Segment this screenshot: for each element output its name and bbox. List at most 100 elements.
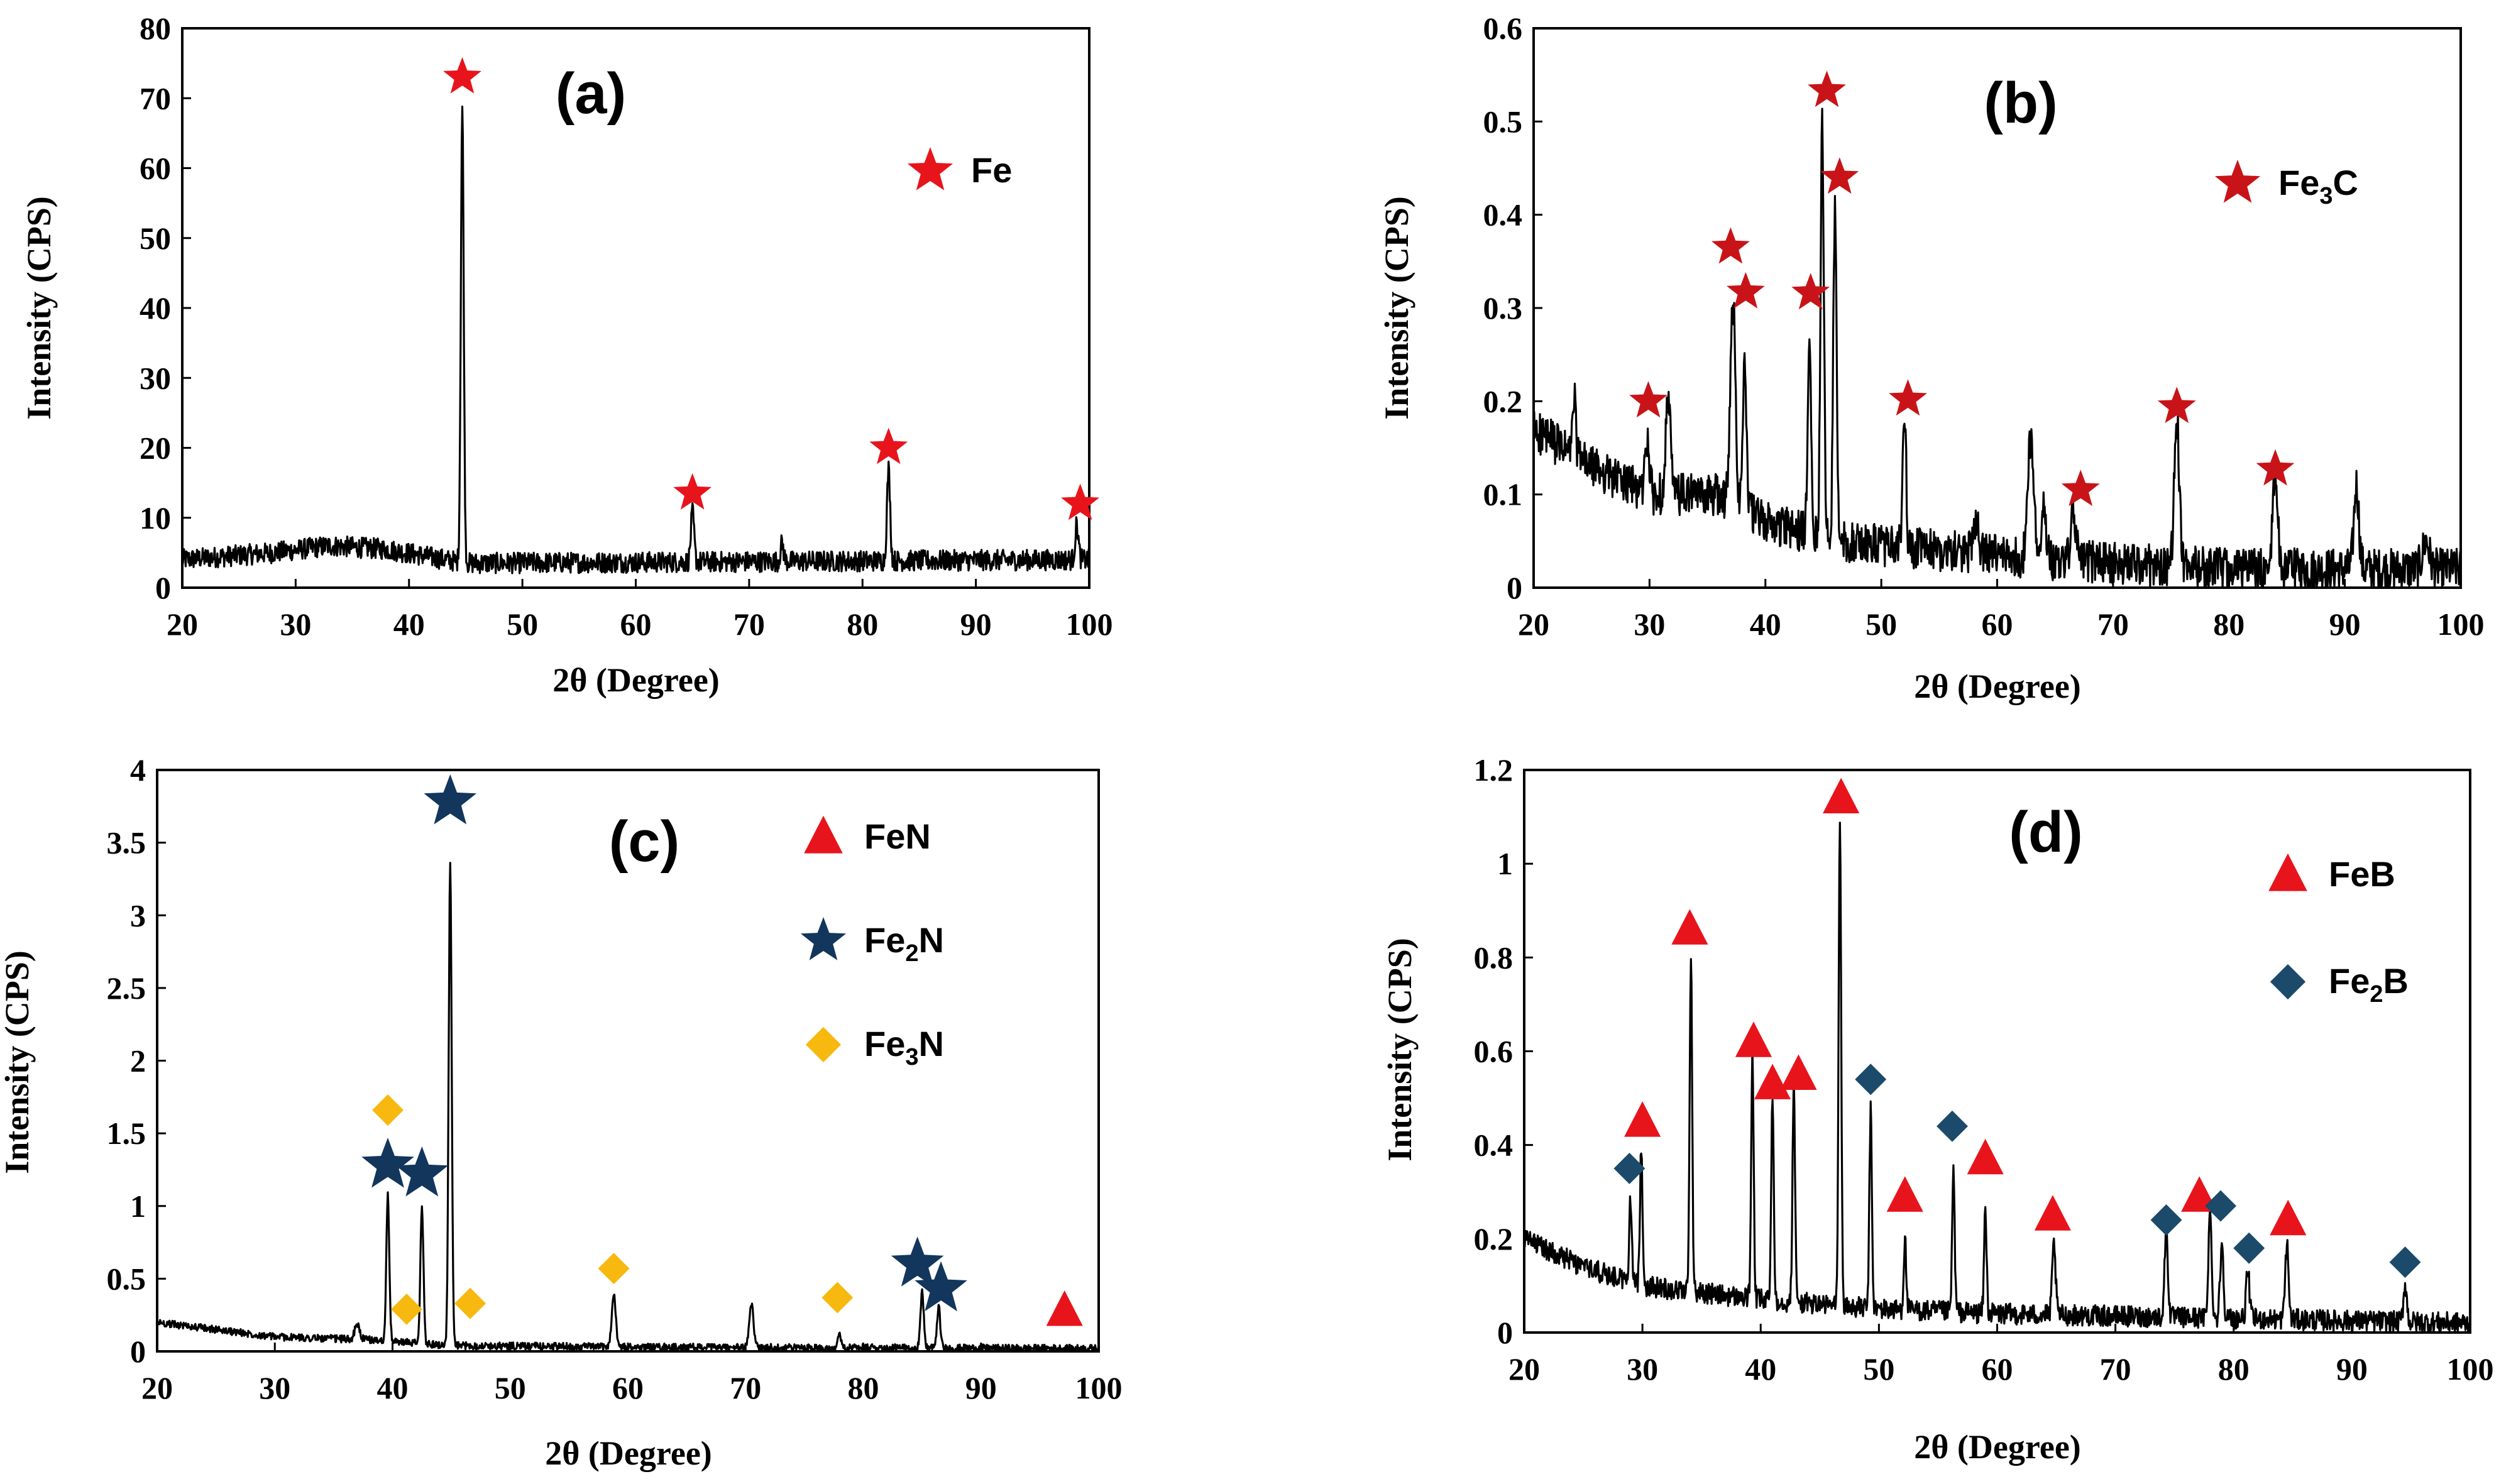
x-tick-label: 90 xyxy=(2329,607,2361,642)
x-tick-label: 50 xyxy=(507,607,538,642)
y-tick-label: 3 xyxy=(130,898,146,933)
x-tick-label: 60 xyxy=(1982,607,2013,642)
legend-label: Fe3C xyxy=(2278,163,2358,209)
triangle-peak-marker xyxy=(1886,1176,1923,1212)
y-tick-label: 0 xyxy=(155,570,171,605)
y-axis-label: Intensity (CPS) xyxy=(1378,196,1415,420)
x-tick-label: 70 xyxy=(2100,1351,2131,1387)
y-tick-label: 1.2 xyxy=(1474,752,1514,788)
triangle-peak-marker xyxy=(2270,1199,2307,1236)
y-tick-label: 2.5 xyxy=(107,970,146,1006)
triangle-peak-marker xyxy=(1823,778,1860,813)
y-tick-label: 1 xyxy=(130,1189,146,1224)
y-tick-label: 0.2 xyxy=(1474,1221,1514,1256)
xrd-pattern-line xyxy=(1523,822,2471,1334)
y-tick-label: 0 xyxy=(1507,570,1522,605)
y-tick-label: 10 xyxy=(140,500,171,536)
legend-entry: Fe xyxy=(907,147,1012,190)
y-tick-label: 50 xyxy=(140,221,171,256)
y-axis-label: Intensity (CPS) xyxy=(1381,938,1419,1162)
legend-entry: FeB xyxy=(2268,853,2395,894)
y-tick-label: 30 xyxy=(140,360,171,395)
x-tick-label: 70 xyxy=(730,1370,761,1405)
star-peak-marker xyxy=(1712,227,1750,264)
y-tick-label: 3.5 xyxy=(107,825,146,860)
x-axis-label: 2θ (Degree) xyxy=(1914,668,2081,705)
diamond-peak-marker xyxy=(1613,1152,1646,1184)
legend-star-icon xyxy=(800,917,847,960)
xrd-pattern-line xyxy=(181,106,1091,574)
x-tick-label: 20 xyxy=(141,1370,173,1405)
diamond-peak-marker xyxy=(598,1253,630,1285)
x-tick-label: 60 xyxy=(1982,1351,2013,1387)
x-tick-label: 60 xyxy=(612,1370,644,1405)
x-tick-label: 50 xyxy=(495,1370,526,1405)
x-tick-label: 30 xyxy=(1634,607,1665,642)
diamond-peak-marker xyxy=(372,1094,404,1126)
y-tick-label: 60 xyxy=(140,151,171,186)
x-axis-label: 2θ (Degree) xyxy=(552,661,720,699)
star-peak-marker xyxy=(1629,381,1668,418)
diamond-peak-marker xyxy=(2389,1246,2421,1278)
x-tick-label: 80 xyxy=(2218,1351,2250,1387)
y-tick-label: 20 xyxy=(140,431,171,466)
y-tick-label: 0.8 xyxy=(1474,940,1514,975)
star-peak-marker xyxy=(2256,449,2295,486)
diamond-peak-marker xyxy=(1937,1110,1968,1142)
legend-label: Fe xyxy=(971,150,1012,190)
panel-label: (c) xyxy=(609,810,679,874)
x-tick-label: 70 xyxy=(2097,607,2129,642)
x-tick-label: 50 xyxy=(1863,1351,1894,1387)
panel-c: 20 30 40 50 60 70 80 90 100 0 0.5 1 1.5 2 2.5 3 3.5 4 2θ (… xyxy=(0,752,1123,1472)
y-tick-label: 0.3 xyxy=(1483,290,1523,326)
y-tick-label: 0.4 xyxy=(1483,197,1523,233)
x-tick-label: 100 xyxy=(2437,607,2485,642)
triangle-peak-marker xyxy=(1624,1101,1661,1137)
x-tick-label: 40 xyxy=(1745,1351,1776,1387)
y-tick-label: 0 xyxy=(1497,1315,1513,1350)
x-tick-label: 70 xyxy=(734,607,765,642)
legend-entry: Fe2B xyxy=(2270,961,2409,1008)
y-tick-label: 0.6 xyxy=(1474,1034,1514,1069)
y-tick-label: 0.4 xyxy=(1474,1128,1514,1163)
diamond-peak-marker xyxy=(2150,1204,2182,1236)
triangle-peak-marker xyxy=(2034,1195,2071,1231)
legend-label: Fe2N xyxy=(864,920,944,967)
legend-diamond-icon xyxy=(805,1026,842,1063)
x-tick-label: 20 xyxy=(1518,607,1549,642)
diamond-peak-marker xyxy=(454,1287,486,1319)
y-tick-label: 40 xyxy=(140,290,171,326)
diamond-peak-marker xyxy=(2233,1232,2265,1264)
star-peak-marker xyxy=(1889,379,1927,416)
triangle-peak-marker xyxy=(1046,1290,1083,1326)
star-peak-marker xyxy=(1061,483,1099,520)
triangle-peak-marker xyxy=(1754,1064,1791,1099)
x-tick-label: 30 xyxy=(259,1370,290,1405)
star-peak-marker xyxy=(2061,470,2100,507)
y-axis-label: Intensity (CPS) xyxy=(20,196,58,420)
triangle-peak-marker xyxy=(1780,1054,1817,1091)
x-tick-label: 20 xyxy=(1508,1351,1540,1387)
x-tick-label: 100 xyxy=(1066,607,1113,642)
legend-diamond-icon xyxy=(2270,964,2306,1000)
legend-star-icon xyxy=(2214,160,2261,203)
x-tick-label: 30 xyxy=(280,607,311,642)
legend-entry: Fe2N xyxy=(800,917,944,967)
diamond-peak-marker xyxy=(1855,1064,1887,1096)
x-tick-label: 90 xyxy=(2336,1351,2368,1387)
legend-entry: FeN xyxy=(804,815,931,856)
x-tick-label: 80 xyxy=(848,1370,879,1405)
star-peak-marker xyxy=(2157,387,2196,424)
legend-label: Fe3N xyxy=(864,1024,944,1070)
y-tick-label: 4 xyxy=(130,752,146,788)
x-axis-label: 2θ (Degree) xyxy=(1914,1428,2081,1466)
legend-label: FeB xyxy=(2329,854,2395,894)
x-tick-label: 90 xyxy=(965,1370,997,1405)
x-tick-label: 40 xyxy=(1750,607,1781,642)
x-tick-label: 60 xyxy=(620,607,652,642)
y-tick-label: 2 xyxy=(130,1043,146,1079)
y-tick-label: 0.1 xyxy=(1483,477,1523,512)
star-peak-marker xyxy=(1820,157,1859,194)
legend-star-icon xyxy=(907,147,953,190)
